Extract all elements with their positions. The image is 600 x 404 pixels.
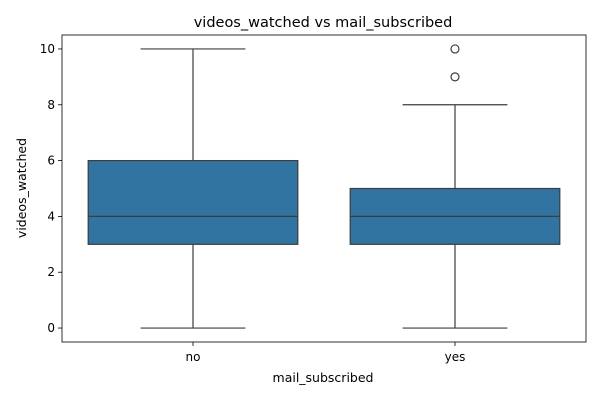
y-tick-label: 8 <box>47 98 55 112</box>
outlier-point <box>450 72 460 82</box>
y-tick-label: 0 <box>47 321 55 335</box>
y-axis-label: videos_watched <box>14 138 29 238</box>
y-tick-label: 2 <box>47 265 55 279</box>
plot-area: 0 2 4 6 8 10 no yes <box>40 34 587 364</box>
x-tick-label: no <box>186 350 201 364</box>
y-tick-label: 4 <box>47 209 55 223</box>
y-tick-label: 6 <box>47 154 55 168</box>
y-tick-label: 10 <box>40 42 55 56</box>
outlier-point <box>450 44 460 54</box>
plot-frame <box>61 34 587 343</box>
box-no <box>87 159 299 245</box>
x-axis-label: mail_subscribed <box>273 370 374 385</box>
chart-title: videos_watched vs mail_subscribed <box>194 15 453 31</box>
x-tick-label: yes <box>445 350 466 364</box>
